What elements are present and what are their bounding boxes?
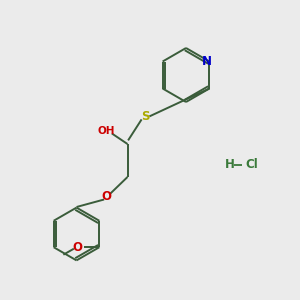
Text: H: H	[225, 158, 234, 172]
Text: N: N	[202, 55, 212, 68]
Text: OH: OH	[98, 125, 115, 136]
Text: S: S	[141, 110, 150, 124]
Text: O: O	[101, 190, 112, 203]
Text: O: O	[73, 241, 83, 254]
Text: Cl: Cl	[245, 158, 258, 172]
